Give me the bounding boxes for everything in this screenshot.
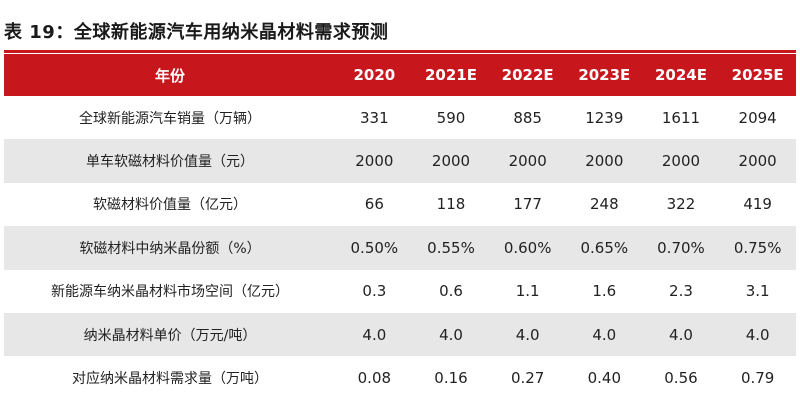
cell-value: 419 bbox=[743, 195, 772, 214]
cell-value: 3.1 bbox=[745, 282, 770, 301]
year-header: 2022E bbox=[501, 66, 554, 84]
cell-value: 0.70% bbox=[657, 238, 705, 257]
cell-value: 0.56 bbox=[664, 369, 698, 388]
cell-value: 118 bbox=[436, 195, 466, 214]
table-row: 全球新能源汽车销量（万辆） 331 590 885 1239 1611 2094 bbox=[4, 96, 796, 139]
cell-value: 1611 bbox=[661, 108, 701, 127]
table-row: 对应纳米晶材料需求量（万吨） 0.08 0.16 0.27 0.40 0.56 … bbox=[4, 356, 796, 399]
forecast-table: 年份 2020 2021E 2022E 2023E 2024E 2025E 全球… bbox=[4, 54, 796, 400]
cell-value: 0.65% bbox=[580, 238, 629, 257]
cell-value: 590 bbox=[436, 108, 466, 127]
cell-value: 4.0 bbox=[362, 325, 387, 344]
cell-value: 1.1 bbox=[515, 282, 540, 301]
cell-value: 2000 bbox=[355, 152, 394, 171]
cell-value: 0.3 bbox=[362, 282, 387, 301]
year-header: 2020 bbox=[353, 66, 396, 84]
cell-value: 885 bbox=[513, 108, 542, 127]
header-row: 年份 2020 2021E 2022E 2023E 2024E 2025E bbox=[4, 54, 796, 96]
table-row: 软磁材料中纳米晶份额（%） 0.50% 0.55% 0.60% 0.65% 0.… bbox=[4, 226, 796, 270]
row-label: 对应纳米晶材料需求量（万吨） bbox=[72, 371, 268, 388]
cell-value: 2000 bbox=[661, 152, 701, 171]
cell-value: 2000 bbox=[585, 152, 624, 171]
cell-value: 0.75% bbox=[733, 238, 782, 257]
cell-value: 2000 bbox=[508, 152, 547, 171]
cell-value: 1239 bbox=[585, 108, 624, 127]
cell-value: 4.0 bbox=[745, 325, 770, 344]
cell-value: 0.60% bbox=[503, 238, 552, 257]
cell-value: 0.55% bbox=[427, 238, 475, 257]
cell-value: 2094 bbox=[738, 108, 777, 127]
cell-value: 0.79 bbox=[740, 369, 775, 388]
row-label: 新能源车纳米晶材料市场空间（亿元） bbox=[51, 284, 289, 301]
cell-value: 2.3 bbox=[669, 282, 693, 301]
year-header: 2024E bbox=[654, 66, 707, 84]
cell-value: 1.6 bbox=[592, 282, 617, 301]
cell-value: 4.0 bbox=[515, 325, 540, 344]
year-header: 2025E bbox=[731, 66, 784, 84]
cell-value: 0.50% bbox=[350, 238, 399, 257]
cell-value: 322 bbox=[666, 195, 696, 214]
cell-value: 2000 bbox=[431, 152, 471, 171]
cell-value: 2000 bbox=[738, 152, 777, 171]
cell-value: 0.6 bbox=[439, 282, 463, 301]
row-label: 纳米晶材料单价（万元/吨） bbox=[83, 327, 257, 344]
table-row: 纳米晶材料单价（万元/吨） 4.0 4.0 4.0 4.0 4.0 4.0 bbox=[4, 312, 796, 357]
table-title: 表 19：全球新能源汽车用纳米晶材料需求预测 bbox=[4, 22, 389, 43]
row-label: 软磁材料中纳米晶份额（%） bbox=[79, 240, 261, 257]
cell-value: 0.08 bbox=[357, 369, 392, 388]
cell-value: 0.27 bbox=[510, 369, 545, 388]
title-divider bbox=[4, 50, 796, 53]
cell-value: 0.40 bbox=[587, 369, 622, 388]
header-label: 年份 bbox=[155, 66, 186, 85]
table-row: 软磁材料价值量（亿元） 66 118 177 248 322 419 bbox=[4, 183, 796, 226]
cell-value: 4.0 bbox=[669, 325, 693, 344]
cell-value: 331 bbox=[360, 108, 389, 127]
row-label: 单车软磁材料价值量（元） bbox=[86, 154, 254, 171]
cell-value: 4.0 bbox=[592, 325, 617, 344]
year-header: 2021E bbox=[425, 66, 477, 84]
cell-value: 0.16 bbox=[434, 369, 468, 388]
row-label: 软磁材料价值量（亿元） bbox=[93, 197, 247, 214]
cell-value: 4.0 bbox=[439, 325, 463, 344]
cell-value: 177 bbox=[513, 195, 542, 214]
cell-value: 248 bbox=[589, 195, 619, 214]
cell-value: 66 bbox=[364, 195, 384, 214]
row-label: 全球新能源汽车销量（万辆） bbox=[79, 110, 261, 127]
table-row: 新能源车纳米晶材料市场空间（亿元） 0.3 0.6 1.1 1.6 2.3 3.… bbox=[4, 270, 796, 313]
table-row: 单车软磁材料价值量（元） 2000 2000 2000 2000 2000 20… bbox=[4, 139, 796, 183]
year-header: 2023E bbox=[578, 66, 631, 84]
